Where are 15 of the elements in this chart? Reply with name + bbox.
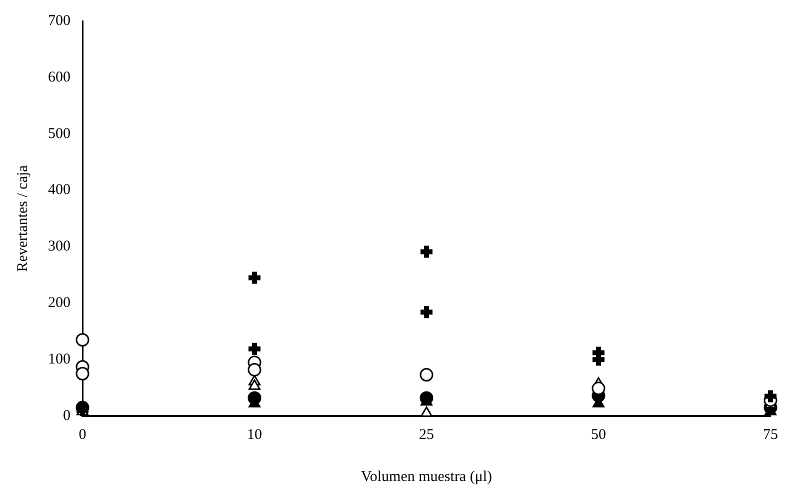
- x-tick-label: 10: [247, 426, 262, 443]
- x-tick-label: 50: [591, 426, 606, 443]
- x-tick-label: 0: [78, 426, 86, 443]
- x-axis-title: Volumen muestra (μl): [360, 468, 492, 485]
- y-tick-label: 700: [48, 12, 70, 29]
- y-tick-label: 100: [48, 352, 70, 368]
- x-tick-label: 25: [419, 426, 434, 443]
- x-tick-label: 75: [763, 426, 778, 443]
- y-tick-label: 0: [63, 408, 70, 424]
- y-tick-label: 300: [48, 238, 70, 255]
- y-tick-label: 500: [48, 126, 70, 142]
- y-tick-label: 400: [48, 182, 70, 198]
- y-tick-label: 600: [48, 69, 70, 86]
- y-tick-label: 200: [48, 295, 70, 312]
- y-axis-title: Revertantes / caja: [14, 164, 31, 272]
